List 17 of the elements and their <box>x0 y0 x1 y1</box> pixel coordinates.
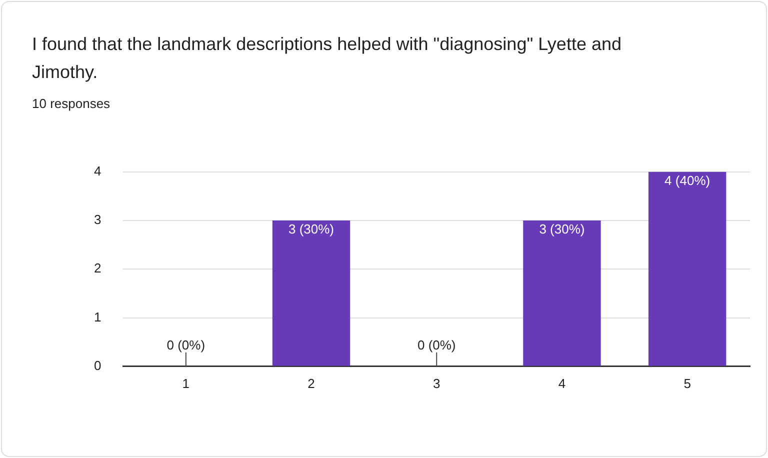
chart-title: I found that the landmark descriptions helped with "diagnosing" Lyette and Jimothy. <box>32 33 622 84</box>
data-label: 3 (30%) <box>288 222 334 237</box>
x-tick-label: 2 <box>308 376 315 391</box>
y-tick-label: 0 <box>94 358 102 373</box>
x-tick-label: 3 <box>433 376 440 391</box>
x-tick-label: 5 <box>684 376 691 391</box>
y-tick-label: 4 <box>94 163 102 178</box>
data-label: 4 (40%) <box>664 172 710 188</box>
chart-subtitle: 10 responses <box>32 96 110 111</box>
x-tick-label: 4 <box>558 376 566 391</box>
y-tick-label: 1 <box>94 309 102 324</box>
y-tick-label: 3 <box>94 212 102 228</box>
x-tick-label: 1 <box>182 376 190 391</box>
data-label: 3 (30%) <box>539 222 585 237</box>
y-tick-label: 2 <box>94 260 102 276</box>
data-label: 0 (0%) <box>166 337 206 352</box>
data-label: 0 (0%) <box>417 337 456 352</box>
